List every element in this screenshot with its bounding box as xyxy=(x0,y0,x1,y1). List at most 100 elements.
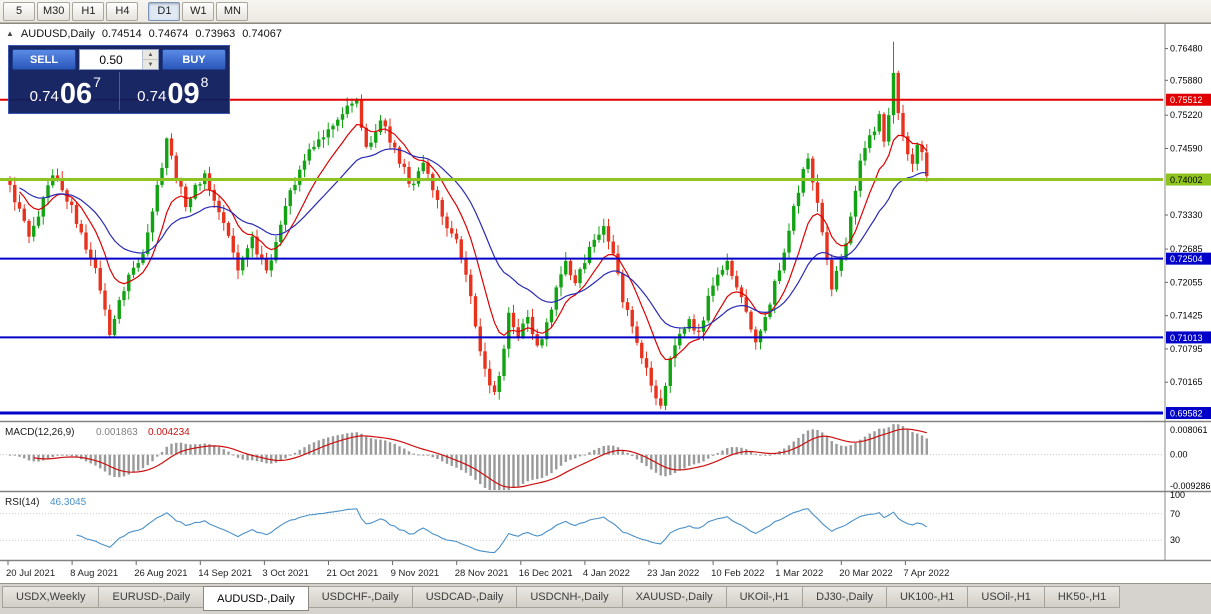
candle-body xyxy=(22,208,26,221)
candle-body xyxy=(160,167,164,185)
buy-price-pips: 09 xyxy=(167,77,200,110)
macd-histogram-bar xyxy=(118,454,121,478)
volume-down-icon[interactable]: ▼ xyxy=(143,60,158,69)
volume-input[interactable]: 0.50 ▲ ▼ xyxy=(79,49,159,70)
rsi-label: RSI(14) xyxy=(5,497,39,508)
candle-body xyxy=(416,171,421,184)
macd-histogram-bar xyxy=(379,439,382,455)
chart-ohlc-header: ▲ AUDUSD,Daily 0.74514 0.74674 0.73963 0… xyxy=(6,28,282,40)
timeframe-m30[interactable]: M30 xyxy=(37,1,71,21)
chart-tab-hk50-h1[interactable]: HK50-,H1 xyxy=(1044,586,1121,608)
candle-body xyxy=(345,105,349,115)
macd-histogram-bar xyxy=(640,454,643,463)
macd-histogram-bar xyxy=(298,449,301,455)
rsi-value: 46.3045 xyxy=(50,497,87,508)
chart-tab-usdcnh-daily[interactable]: USDCNH-,Daily xyxy=(517,586,623,608)
candle-body xyxy=(526,316,530,324)
macd-histogram-bar xyxy=(222,449,225,455)
date-label: 8 Aug 2021 xyxy=(70,568,118,579)
timeframe-5[interactable]: 5 xyxy=(3,1,35,21)
candle-body xyxy=(312,146,316,150)
macd-histogram-bar xyxy=(574,454,577,459)
timeframe-h1[interactable]: H1 xyxy=(72,1,105,21)
macd-histogram-bar xyxy=(365,436,368,455)
candle-body xyxy=(697,330,701,332)
macd-histogram-bar xyxy=(407,451,411,455)
macd-histogram-bar xyxy=(507,454,510,490)
macd-histogram-bar xyxy=(194,444,197,455)
candle-body xyxy=(787,230,791,253)
date-label: 23 Jan 2022 xyxy=(647,568,699,579)
candle-body xyxy=(269,260,273,271)
candle-body xyxy=(226,222,231,236)
macd-histogram-bar xyxy=(436,454,439,460)
candle-body xyxy=(754,329,758,343)
timeframe-h4[interactable]: H4 xyxy=(106,1,139,21)
candle-body xyxy=(920,144,924,153)
timeframe-mn[interactable]: MN xyxy=(216,1,249,21)
macd-histogram-bar xyxy=(56,454,59,456)
date-label: 28 Nov 2021 xyxy=(455,568,509,579)
sell-button[interactable]: SELL xyxy=(12,49,76,70)
buy-button[interactable]: BUY xyxy=(162,49,226,70)
chart-window: ▲ AUDUSD,Daily 0.74514 0.74674 0.73963 0… xyxy=(0,23,1211,587)
chart-tab-xauusd-daily[interactable]: XAUUSD-,Daily xyxy=(622,586,727,608)
price-tick: 0.76480 xyxy=(1170,44,1203,54)
timeframe-w1[interactable]: W1 xyxy=(182,1,215,21)
candle-body xyxy=(174,155,178,180)
timeframe-toolbar: 5 M30 H1 H4 D1 W1 MN xyxy=(0,0,1211,23)
candle-body xyxy=(27,220,31,237)
macd-histogram-bar xyxy=(137,454,140,471)
macd-histogram-bar xyxy=(721,450,724,455)
macd-histogram-bar xyxy=(151,454,154,462)
date-label: 9 Nov 2021 xyxy=(391,568,440,579)
chart-tab-usdx-weekly[interactable]: USDX,Weekly xyxy=(2,586,100,608)
candle-body xyxy=(830,259,834,290)
chart-tab-usdcad-daily[interactable]: USDCAD-,Daily xyxy=(412,586,518,608)
macd-histogram-bar xyxy=(882,428,886,455)
candle-body xyxy=(735,276,739,288)
candle-body xyxy=(663,385,668,406)
chart-tab-usdchf-daily[interactable]: USDCHF-,Daily xyxy=(308,586,413,608)
candle-body xyxy=(421,162,425,172)
chart-tab-ukoil-h1[interactable]: UKOil-,H1 xyxy=(726,586,804,608)
candle-body xyxy=(450,228,454,234)
macd-histogram-bar xyxy=(474,454,477,480)
candle-body xyxy=(165,138,169,168)
volume-up-icon[interactable]: ▲ xyxy=(143,50,158,60)
buy-price[interactable]: 0.74 09 8 xyxy=(120,72,227,110)
chart-tab-dj30-daily[interactable]: DJ30-,Daily xyxy=(803,586,887,608)
macd-histogram-bar xyxy=(388,442,392,455)
macd-histogram-bar xyxy=(175,442,178,455)
volume-value[interactable]: 0.50 xyxy=(99,52,123,67)
macd-histogram-bar xyxy=(341,434,344,455)
candle-body xyxy=(725,260,729,270)
macd-histogram-bar xyxy=(165,446,168,455)
macd-histogram-bar xyxy=(735,447,738,455)
chart-tab-usoil-h1[interactable]: USOil-,H1 xyxy=(968,586,1045,608)
macd-histogram-bar xyxy=(702,454,705,462)
macd-histogram-bar xyxy=(664,454,667,477)
macd-histogram-bar xyxy=(75,454,78,458)
chart-tab-uk100-h1[interactable]: UK100-,H1 xyxy=(886,586,969,608)
candle-body xyxy=(255,236,259,255)
candle-body xyxy=(530,316,535,335)
price-tick: 0.75220 xyxy=(1170,110,1203,120)
macd-histogram-bar xyxy=(645,454,648,467)
macd-histogram-bar xyxy=(70,454,73,457)
ohlc-open: 0.74514 xyxy=(101,28,142,40)
timeframe-d1[interactable]: D1 xyxy=(148,1,181,21)
macd-histogram-bar xyxy=(464,454,468,473)
chart-tab-audusd-daily[interactable]: AUDUSD-,Daily xyxy=(203,586,309,611)
sell-price[interactable]: 0.74 06 7 xyxy=(12,72,120,110)
candle-body xyxy=(782,252,786,271)
macd-histogram-bar xyxy=(336,435,339,455)
chart-canvas[interactable]: 0.76480 0.75880 0.75220 0.74590 0.73330 0.726… xyxy=(0,24,1211,587)
chart-tab-eurusd-daily[interactable]: EURUSD-,Daily xyxy=(99,586,205,608)
candle-body xyxy=(155,184,159,212)
candle-body xyxy=(606,226,611,242)
volume-spinner: ▲ ▼ xyxy=(142,50,158,69)
macd-histogram-bar xyxy=(863,436,867,455)
candle-body xyxy=(488,368,492,386)
macd-histogram-bar xyxy=(669,454,672,476)
